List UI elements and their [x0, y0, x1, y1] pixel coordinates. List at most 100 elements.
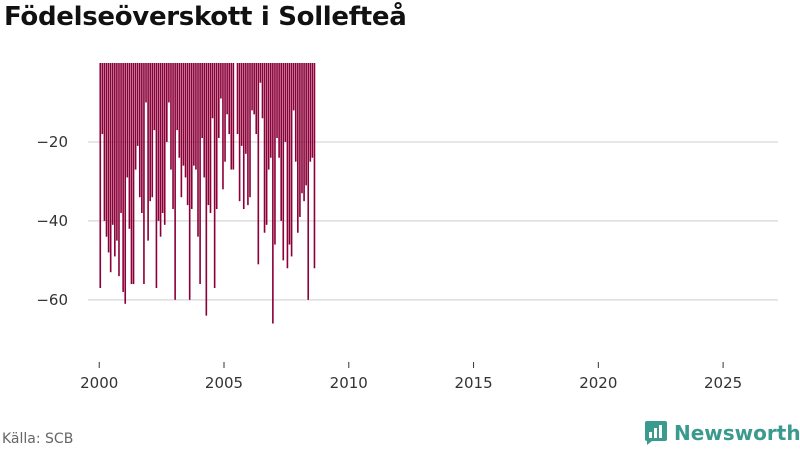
bar [186, 63, 189, 206]
bar [180, 63, 183, 198]
bar [213, 63, 216, 288]
bar [188, 63, 191, 300]
bar [174, 63, 176, 300]
bar [118, 63, 120, 277]
bar [155, 63, 158, 288]
bar [242, 63, 245, 210]
bar [280, 63, 282, 221]
bar [120, 63, 122, 213]
bar [276, 63, 278, 138]
bar [147, 63, 149, 241]
bar [124, 63, 127, 304]
bar [172, 63, 174, 210]
bar [259, 63, 262, 83]
bar [107, 63, 110, 253]
bar [159, 63, 162, 237]
bar [263, 63, 266, 233]
bar [109, 63, 112, 273]
x-tick-label: 2010 [330, 374, 368, 392]
y-tick-label: −20 [36, 133, 68, 151]
bar [247, 63, 249, 206]
bar [161, 63, 164, 213]
bar [286, 63, 289, 269]
bar [238, 63, 241, 202]
bar [228, 63, 231, 135]
bar [143, 63, 145, 285]
x-tick-label: 2005 [205, 374, 243, 392]
bar [105, 63, 108, 237]
bar [245, 63, 247, 154]
bar [288, 63, 291, 245]
bar [261, 63, 264, 119]
y-tick-label: −60 [36, 291, 68, 309]
bar [305, 63, 307, 186]
newsworthy-logo-icon [645, 421, 667, 445]
y-axis-ticks: −20 −40 −60 [36, 133, 68, 309]
x-axis-ticks: 2000 2005 2010 2015 2020 2025 [80, 362, 742, 392]
bar [274, 63, 276, 245]
bar [149, 63, 151, 202]
bar [203, 63, 206, 178]
bar [134, 63, 137, 170]
bar [163, 63, 166, 225]
y-tick-label: −40 [36, 212, 68, 230]
bar [132, 63, 135, 285]
bar [128, 63, 131, 229]
bar [222, 63, 224, 190]
bar [299, 63, 301, 217]
bar [176, 63, 179, 131]
bar [178, 63, 181, 158]
bar [190, 63, 193, 210]
bar [311, 63, 314, 158]
bar [138, 63, 141, 198]
bar [230, 63, 233, 170]
bar [303, 63, 305, 202]
gridlines [88, 141, 778, 301]
bar [313, 63, 316, 269]
bar [249, 63, 251, 198]
bar [284, 63, 287, 142]
bar [309, 63, 312, 162]
brand-logo[interactable]: Newsworthy [644, 420, 800, 446]
bar [201, 63, 203, 138]
bar [217, 63, 220, 138]
bar [267, 63, 270, 170]
bar [182, 63, 185, 166]
bar [168, 63, 170, 103]
bar [307, 63, 310, 300]
x-tick-label: 2025 [704, 374, 742, 392]
bar [157, 63, 160, 221]
bar [103, 63, 106, 221]
bar [101, 63, 104, 135]
bar [99, 63, 102, 288]
chart-title: Födelseöverskott i Sollefteå [4, 2, 407, 32]
bar [257, 63, 260, 265]
bar-series [99, 63, 316, 324]
bar [269, 63, 272, 158]
bar [170, 63, 172, 170]
bar [209, 63, 212, 213]
bar [199, 63, 201, 285]
x-tick-label: 2020 [579, 374, 617, 392]
bar [240, 63, 243, 146]
bar [166, 63, 168, 142]
bar [193, 63, 195, 166]
bar [205, 63, 208, 316]
bar [111, 63, 114, 225]
bar [145, 63, 147, 103]
bar [282, 63, 285, 261]
bar [136, 63, 139, 146]
bar [114, 63, 116, 257]
bar [265, 63, 268, 225]
bar [232, 63, 235, 170]
bar [255, 63, 258, 135]
bar [184, 63, 187, 178]
bar [251, 63, 253, 111]
bar [226, 63, 228, 115]
bar [130, 63, 133, 285]
bar [253, 63, 255, 115]
bar [297, 63, 299, 233]
bar [301, 63, 303, 194]
bar [236, 63, 239, 135]
